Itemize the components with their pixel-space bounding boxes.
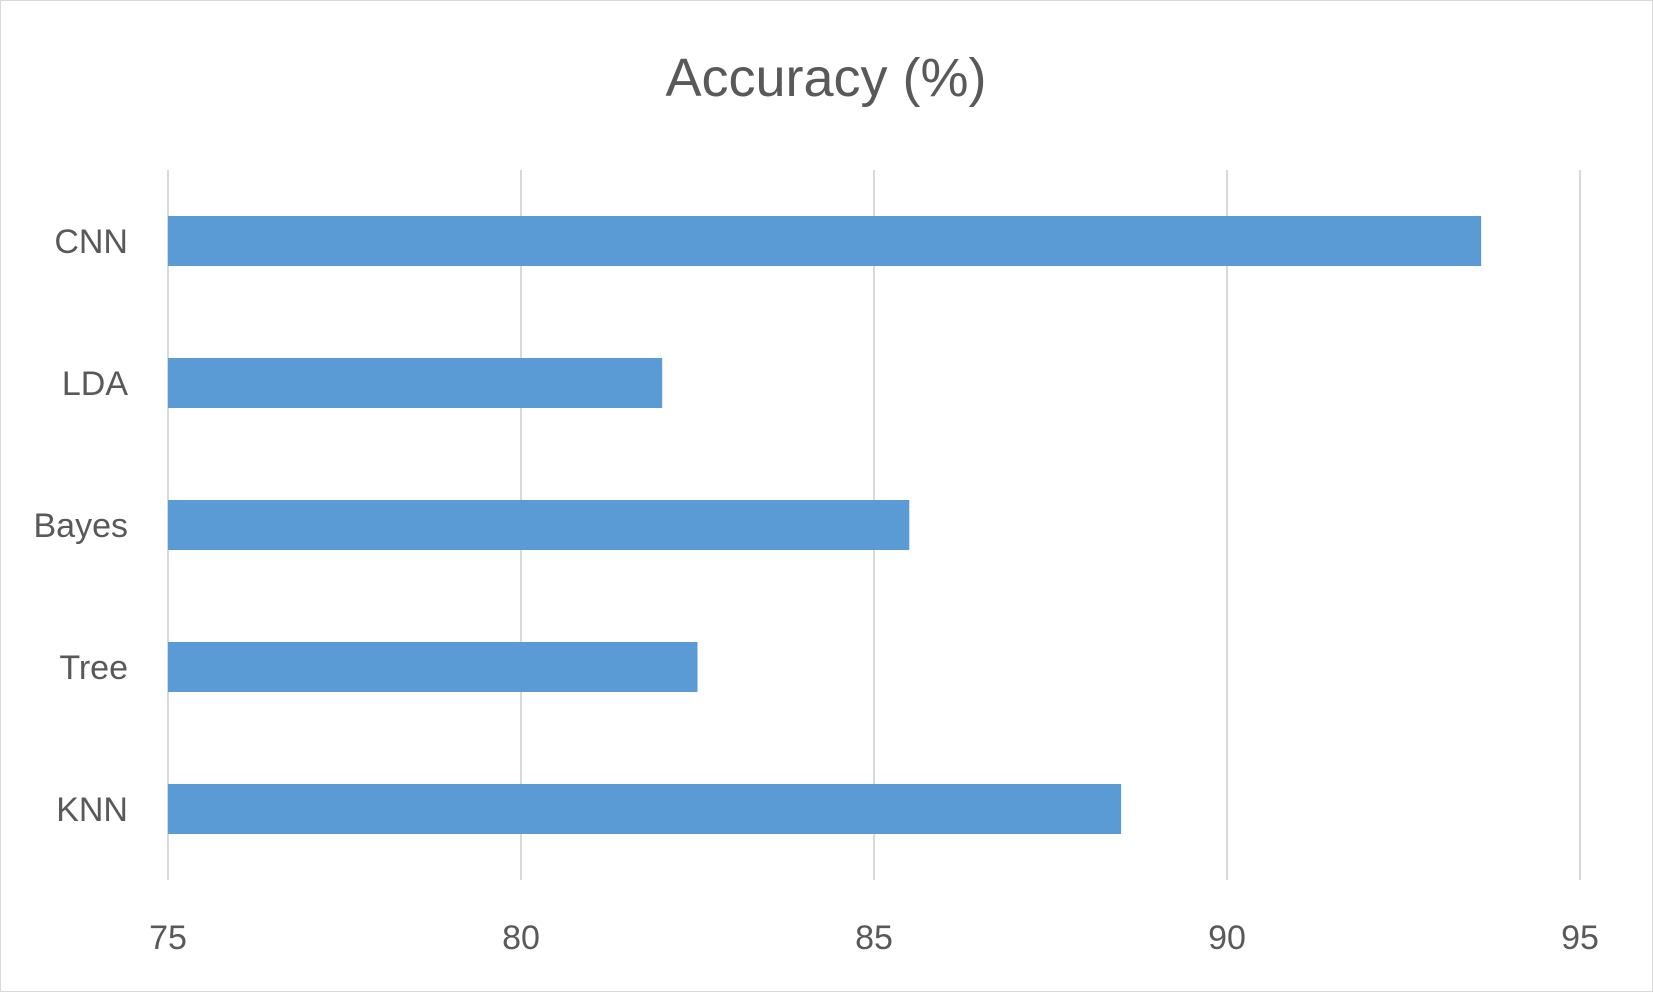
x-tick-label: 95: [1561, 919, 1599, 957]
category-label-bayes: Bayes: [34, 507, 129, 545]
bar-cnn: [168, 216, 1482, 266]
category-label-cnn: CNN: [54, 223, 128, 261]
category-label-tree: Tree: [59, 649, 128, 687]
category-labels: CNN LDA Bayes Tree KNN: [34, 223, 129, 829]
x-tick-label: 75: [149, 919, 187, 957]
bar-knn: [168, 784, 1122, 834]
tick-labels: 75 80 85 90 95: [149, 919, 1599, 957]
bar-tree: [168, 642, 698, 692]
category-label-lda: LDA: [62, 365, 128, 403]
x-tick-label: 90: [1208, 919, 1246, 957]
bar-layer: [168, 216, 1482, 834]
bar-bayes: [168, 500, 910, 550]
bar-lda: [168, 358, 663, 408]
category-label-knn: KNN: [56, 791, 128, 829]
x-tick-label: 80: [502, 919, 540, 957]
chart-title: Accuracy (%): [665, 48, 986, 108]
x-tick-label: 85: [855, 919, 893, 957]
